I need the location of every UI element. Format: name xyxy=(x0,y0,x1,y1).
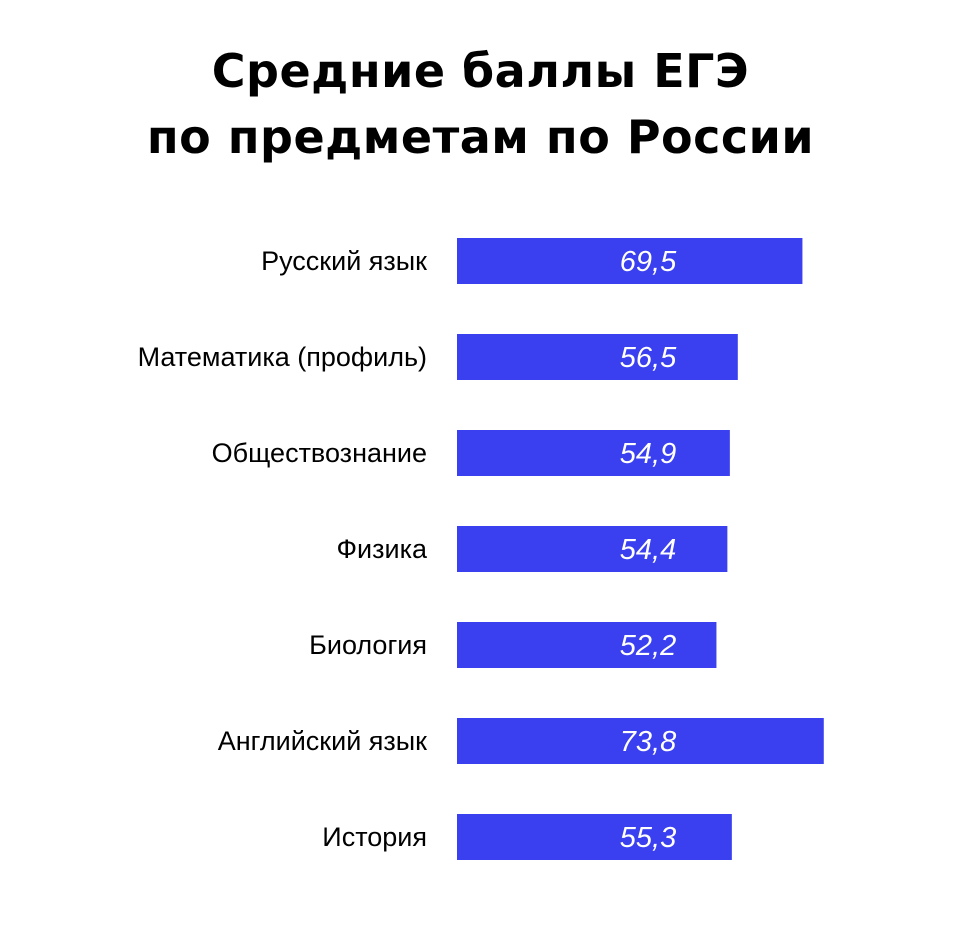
value-label: 52,2 xyxy=(620,630,676,662)
bar xyxy=(457,814,732,860)
category-label: Физика xyxy=(337,534,428,564)
category-label: Английский язык xyxy=(218,726,427,756)
value-label: 56,5 xyxy=(620,342,677,374)
chart-title-line-2: по предметам по России xyxy=(146,110,815,164)
bar xyxy=(457,526,728,572)
chart-title-line-1: Средние баллы ЕГЭ xyxy=(211,44,750,98)
value-label: 73,8 xyxy=(620,726,676,758)
bar xyxy=(457,238,803,284)
chart-title: Средние баллы ЕГЭ по предметам по России xyxy=(0,38,961,170)
bar xyxy=(457,334,738,380)
bar xyxy=(457,718,824,764)
category-label: Биология xyxy=(309,630,427,660)
category-label: Обществознание xyxy=(212,438,427,468)
value-label: 55,3 xyxy=(620,822,676,854)
category-label: История xyxy=(322,822,427,852)
value-label: 69,5 xyxy=(620,246,677,278)
bar xyxy=(457,430,730,476)
value-label: 54,9 xyxy=(620,438,676,470)
bar xyxy=(457,622,717,668)
category-label: Русский язык xyxy=(261,246,427,276)
category-label: Математика (профиль) xyxy=(138,342,427,372)
value-label: 54,4 xyxy=(620,534,676,566)
